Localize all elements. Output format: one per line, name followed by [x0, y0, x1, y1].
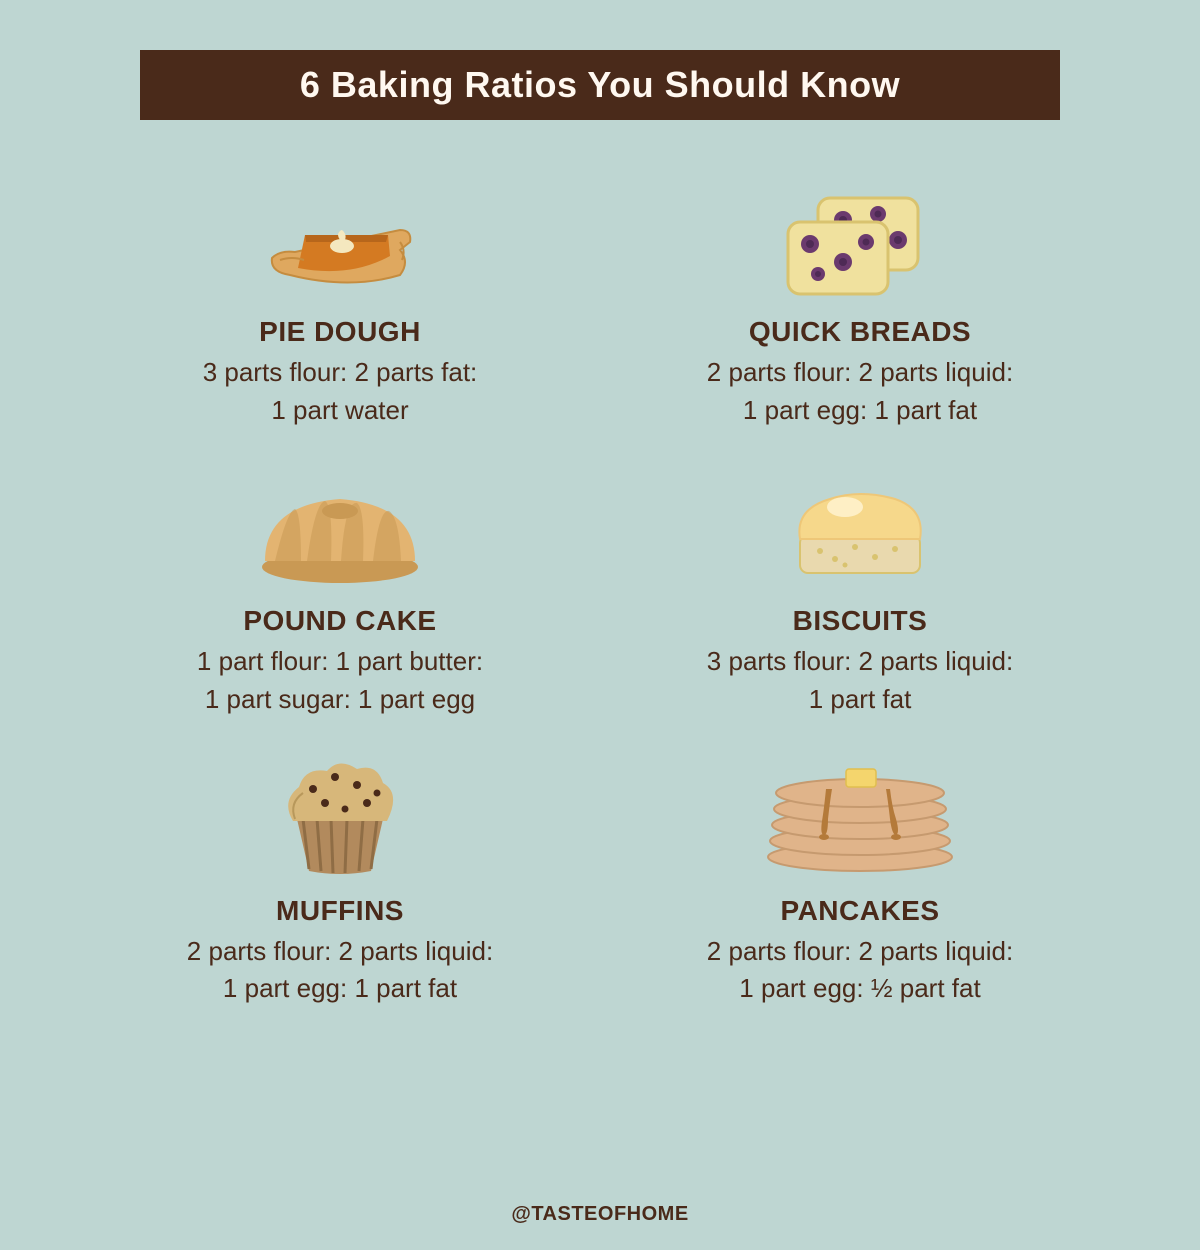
ratio-line: 1 part egg: 1 part fat	[743, 395, 977, 425]
item-name: MUFFINS	[100, 895, 580, 927]
card-muffins: MUFFINS 2 parts flour: 2 parts liquid: 1…	[100, 749, 580, 1008]
items-grid: PIE DOUGH 3 parts flour: 2 parts fat: 1 …	[0, 120, 1200, 1008]
card-pancakes: PANCAKES 2 parts flour: 2 parts liquid: …	[620, 749, 1100, 1008]
item-ratio: 3 parts flour: 2 parts liquid: 1 part fa…	[620, 643, 1100, 718]
ratio-line: 2 parts flour: 2 parts liquid:	[707, 357, 1013, 387]
ratio-line: 2 parts flour: 2 parts liquid:	[707, 936, 1013, 966]
card-pound-cake: POUND CAKE 1 part flour: 1 part butter: …	[100, 459, 580, 718]
item-ratio: 2 parts flour: 2 parts liquid: 1 part eg…	[620, 933, 1100, 1008]
ratio-line: 1 part sugar: 1 part egg	[205, 684, 475, 714]
ratio-line: 2 parts flour: 2 parts liquid:	[187, 936, 493, 966]
pie-icon	[100, 170, 580, 300]
item-ratio: 1 part flour: 1 part butter: 1 part suga…	[100, 643, 580, 718]
ratio-line: 1 part water	[271, 395, 408, 425]
ratio-line: 3 parts flour: 2 parts fat:	[203, 357, 478, 387]
card-biscuits: BISCUITS 3 parts flour: 2 parts liquid: …	[620, 459, 1100, 718]
card-quick-breads: QUICK BREADS 2 parts flour: 2 parts liqu…	[620, 170, 1100, 429]
item-name: POUND CAKE	[100, 605, 580, 637]
ratio-line: 1 part flour: 1 part butter:	[197, 646, 483, 676]
item-ratio: 3 parts flour: 2 parts fat: 1 part water	[100, 354, 580, 429]
item-name: PANCAKES	[620, 895, 1100, 927]
card-pie-dough: PIE DOUGH 3 parts flour: 2 parts fat: 1 …	[100, 170, 580, 429]
item-name: PIE DOUGH	[100, 316, 580, 348]
muffin-icon	[100, 749, 580, 879]
item-name: BISCUITS	[620, 605, 1100, 637]
footer-handle: @TASTEOFHOME	[0, 1203, 1200, 1226]
page-title: 6 Baking Ratios You Should Know	[140, 50, 1060, 120]
quickbread-icon	[620, 170, 1100, 300]
ratio-line: 1 part egg: ½ part fat	[739, 973, 980, 1003]
ratio-line: 1 part fat	[809, 684, 912, 714]
item-ratio: 2 parts flour: 2 parts liquid: 1 part eg…	[100, 933, 580, 1008]
item-ratio: 2 parts flour: 2 parts liquid: 1 part eg…	[620, 354, 1100, 429]
ratio-line: 3 parts flour: 2 parts liquid:	[707, 646, 1013, 676]
ratio-line: 1 part egg: 1 part fat	[223, 973, 457, 1003]
biscuit-icon	[620, 459, 1100, 589]
bundt-icon	[100, 459, 580, 589]
pancakes-icon	[620, 749, 1100, 879]
item-name: QUICK BREADS	[620, 316, 1100, 348]
